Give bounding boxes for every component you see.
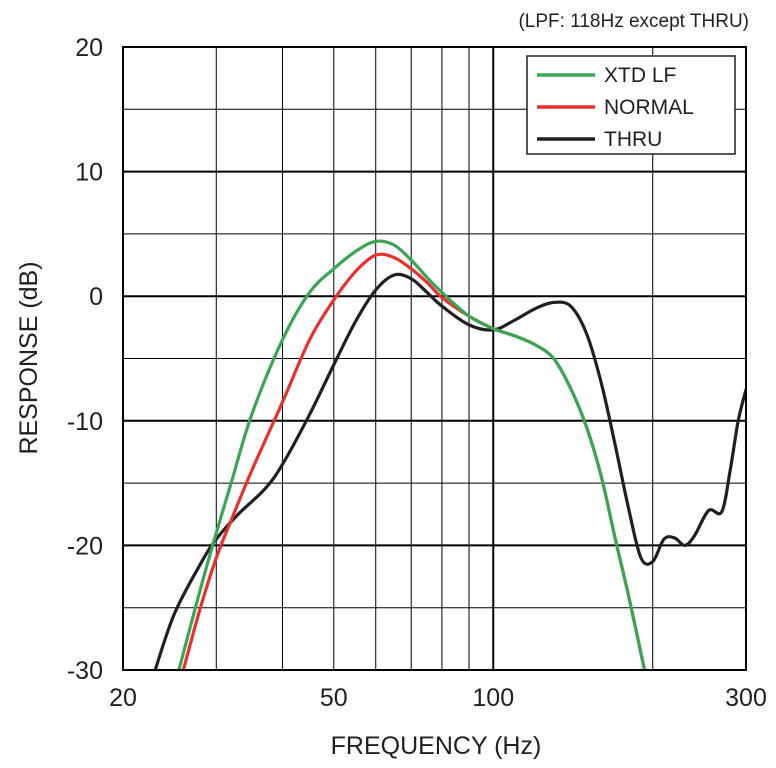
y-axis-title: RESPONSE (dB) — [15, 261, 43, 454]
y-tick-label: -30 — [67, 657, 103, 685]
legend-label-xtd-lf: XTD LF — [604, 64, 676, 87]
y-tick-label: 0 — [89, 283, 103, 311]
x-axis-title: FREQUENCY (Hz) — [331, 732, 542, 760]
x-tick-label: 50 — [320, 684, 348, 712]
x-tick-labels: 20 50 100 300 — [109, 684, 767, 712]
y-tick-label: -10 — [67, 408, 103, 436]
y-tick-label: -20 — [67, 532, 103, 560]
x-tick-label: 20 — [109, 684, 137, 712]
y-tick-labels: 20 10 0 -10 -20 -30 — [67, 34, 103, 685]
legend-label-thru: THRU — [604, 128, 662, 151]
series-line-xtd-lf — [177, 239, 647, 670]
y-tick-label: 20 — [75, 34, 103, 62]
chart-annotation: (LPF: 118Hz except THRU) — [518, 11, 749, 32]
plot-frame — [122, 46, 747, 671]
legend-label-normal: NORMAL — [604, 96, 694, 119]
series-layer — [153, 239, 746, 670]
legend: XTD LF NORMAL THRU — [526, 55, 736, 155]
series-line-thru — [153, 272, 746, 670]
y-tick-label: 10 — [75, 159, 103, 187]
x-tick-label: 300 — [725, 684, 767, 712]
x-tick-label: 100 — [472, 684, 514, 712]
